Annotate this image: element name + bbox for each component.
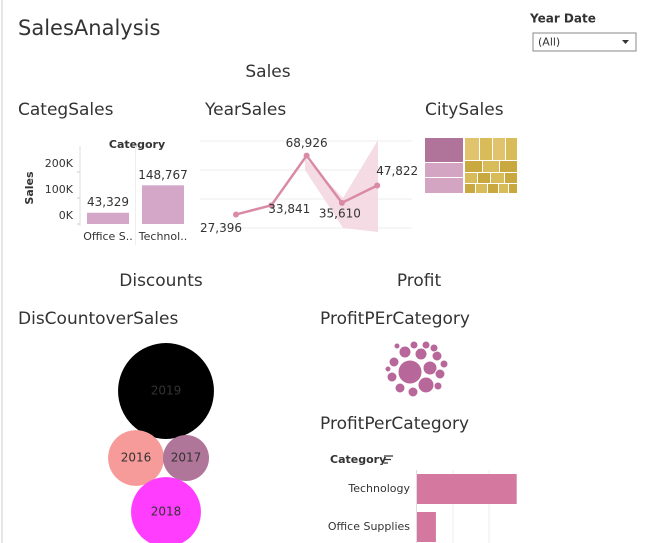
value-label: 43,329	[87, 195, 129, 209]
bar	[417, 474, 517, 504]
y-tick-label: 200K	[45, 157, 74, 170]
section-title: Sales	[245, 62, 290, 82]
chart-title: CategSales	[18, 100, 114, 120]
dropdown-arrow	[622, 40, 629, 44]
y-tick-label: 100K	[45, 183, 74, 196]
filter-label: Year Date	[529, 12, 596, 26]
chart-title: YearSales	[204, 100, 286, 120]
y-tick-label: Office Supplies	[328, 520, 410, 533]
y-tick-label: 0K	[59, 209, 74, 222]
y-tick-label: Technology	[347, 482, 410, 495]
bubble-label: 2018	[151, 505, 182, 519]
packed-bubbles	[384, 340, 449, 398]
bubble-label: 2016	[121, 451, 152, 465]
forecast-band	[305, 140, 378, 232]
sort-icon[interactable]	[384, 455, 393, 464]
filter-dropdown[interactable]	[532, 32, 637, 52]
value-label: 148,767	[138, 168, 188, 182]
value-label: 35,610	[319, 206, 361, 220]
bubble	[162, 434, 210, 482]
dashboard-title: SalesAnalysis	[18, 16, 160, 40]
chart-title: DisCountoverSales	[18, 309, 178, 329]
section-title: Discounts	[119, 271, 203, 291]
point	[374, 182, 381, 189]
chart-title: ProfitPerCategory	[320, 414, 469, 434]
chart-title: CitySales	[425, 100, 504, 120]
y-axis-label: Sales	[23, 171, 36, 205]
bubble	[131, 477, 201, 543]
x-tick-label: Office S..	[83, 230, 133, 243]
value-label: 68,926	[286, 136, 328, 150]
section-title: Profit	[397, 271, 442, 291]
bubble-label: 2019	[151, 384, 182, 398]
value-label: 27,396	[200, 221, 242, 235]
point	[233, 211, 239, 218]
bubble-label: 2017	[171, 451, 202, 465]
treemap	[425, 138, 517, 193]
legend-title: Category	[109, 138, 165, 151]
point	[268, 202, 275, 209]
legend-title: Category	[330, 453, 386, 466]
filter-value: (All)	[538, 36, 560, 49]
bar	[87, 212, 129, 224]
point	[303, 152, 310, 159]
x-tick-label: Technol..	[138, 230, 187, 243]
bar	[417, 512, 436, 542]
value-label: 33,841	[268, 202, 310, 216]
chart-title: ProfitPErCategory	[320, 309, 470, 329]
point	[338, 199, 345, 206]
bar	[142, 185, 184, 224]
bubble	[108, 430, 164, 486]
value-label: 47,822	[376, 164, 418, 178]
bubble	[118, 343, 214, 439]
